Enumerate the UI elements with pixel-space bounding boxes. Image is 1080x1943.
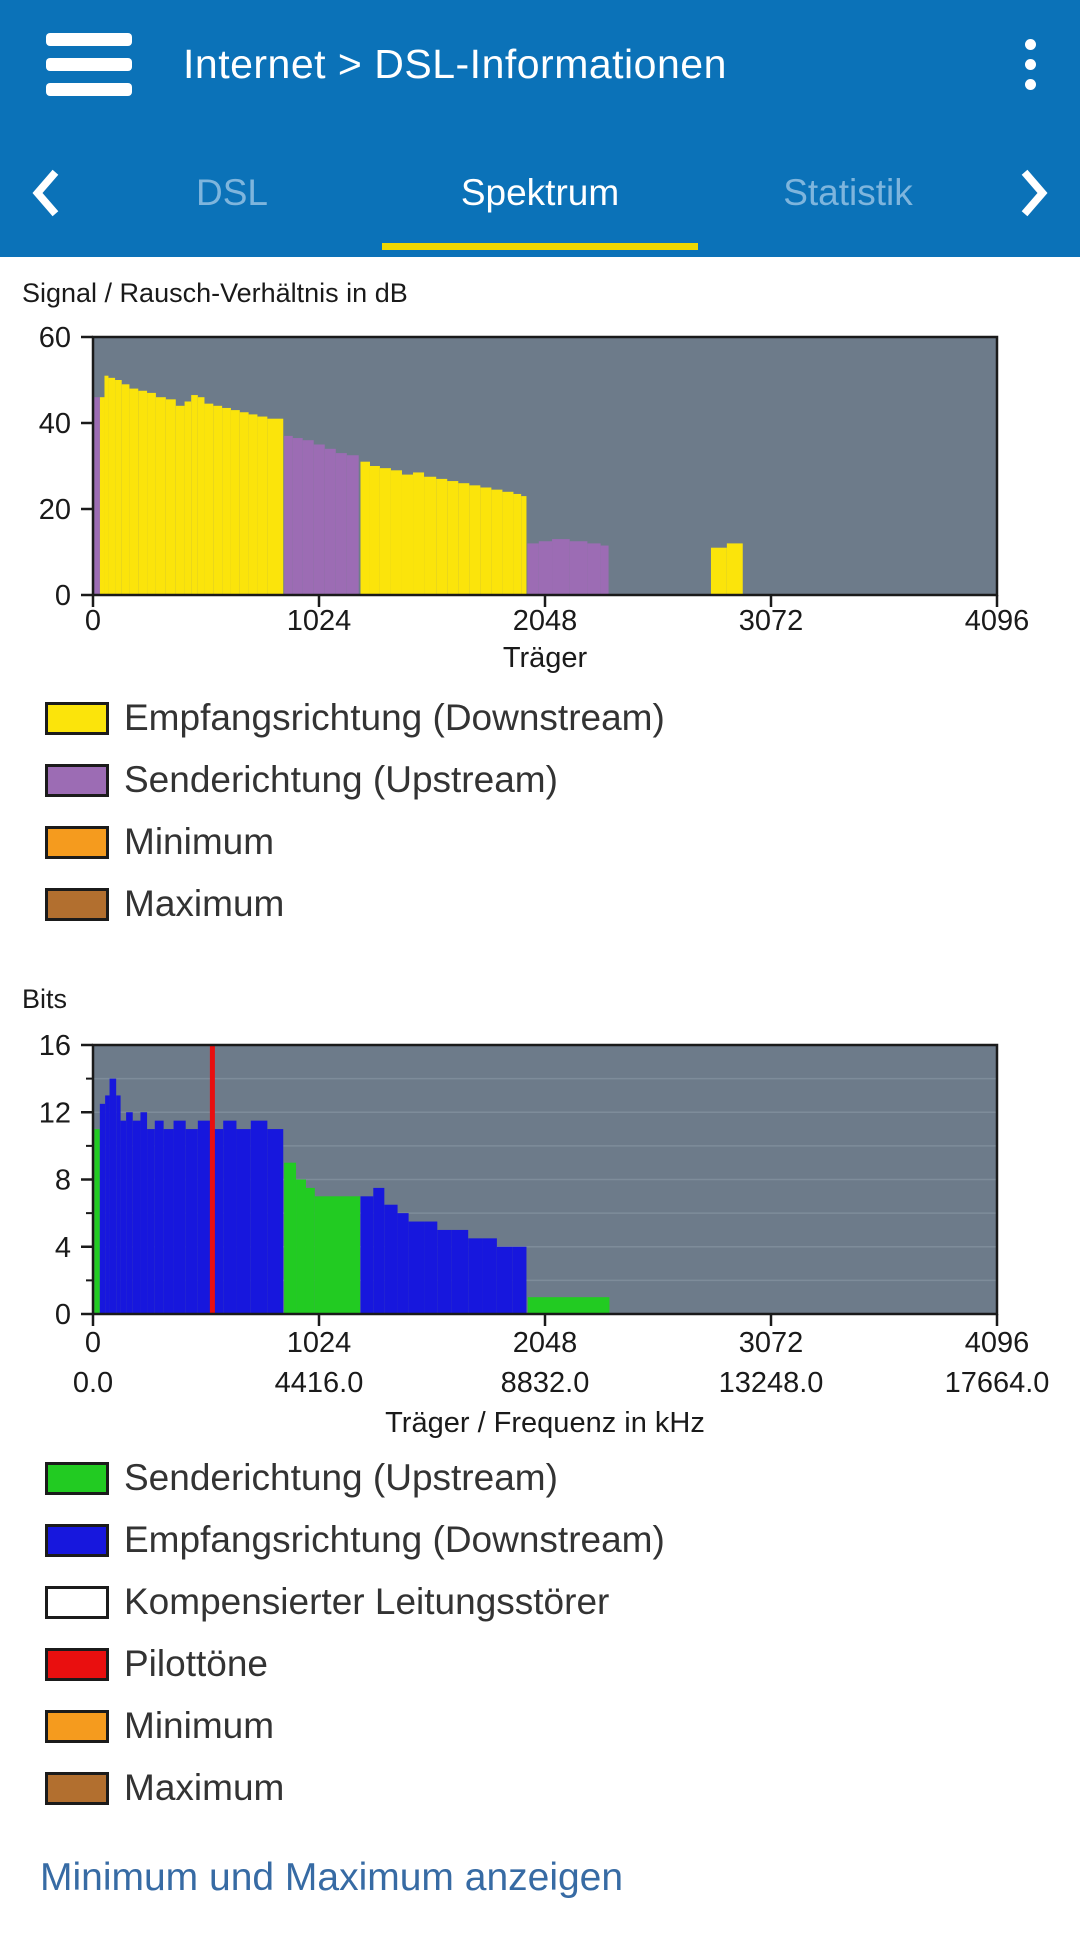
legend-swatch: [45, 1461, 109, 1495]
legend-item: Minimum: [45, 811, 1080, 873]
legend-label: Maximum: [124, 1767, 285, 1808]
x-axis: 0 1024 2048 3072 4096: [85, 595, 1029, 637]
hamburger-icon: [46, 32, 132, 96]
active-tab-underline: [382, 243, 698, 250]
svg-text:20: 20: [39, 494, 71, 526]
svg-text:13248.0: 13248.0: [719, 1367, 824, 1399]
bits-chart-title: Bits: [22, 984, 68, 1014]
y-axis: 0 20 40 60: [39, 322, 93, 612]
svg-text:8832.0: 8832.0: [501, 1367, 590, 1399]
top-bar: Internet > DSL-Informationen: [0, 0, 1080, 128]
series-Empfangsrichtung (Downstream): [99, 1078, 527, 1314]
legend-item: Senderichtung (Upstream): [45, 749, 1080, 811]
y-axis: 0 4 8 12 16: [39, 1030, 93, 1331]
legend-label: Senderichtung (Upstream): [124, 759, 558, 800]
legend-item: Maximum: [45, 873, 1080, 935]
tab-dsl[interactable]: DSL: [78, 128, 386, 257]
tab-label: Statistik: [783, 171, 913, 213]
series-Empfangsrichtung (Downstream): [99, 375, 743, 595]
tab-label: Spektrum: [460, 171, 620, 213]
x-axis: 0 0.0 1024 4416.0 2048 8832.0 3072 13248.0 4096 1…: [73, 1314, 1050, 1399]
svg-text:1024: 1024: [287, 1327, 352, 1359]
tab-bar: DSL Spektrum Statistik: [0, 128, 1080, 257]
app-header: Internet > DSL-Informationen DSL Spektru…: [0, 0, 1080, 257]
snr-chart-legend: Empfangsrichtung (Downstream) Senderichtu…: [45, 687, 1080, 935]
svg-text:0: 0: [85, 605, 101, 637]
bits-spectrum-chart: 0 4 8 12 16 0 0.0 1024 4416.0 2048 8832.0 3072 13248…: [39, 1030, 1050, 1439]
tab-spektrum[interactable]: Spektrum: [382, 128, 698, 257]
legend-label: Minimum: [124, 821, 275, 862]
kebab-menu-icon: [1025, 38, 1036, 90]
svg-text:1024: 1024: [287, 605, 352, 637]
svg-text:0: 0: [85, 1327, 101, 1359]
series-Senderichtung (Upstream): [94, 1129, 610, 1314]
svg-text:16: 16: [39, 1030, 71, 1062]
page-title: Internet > DSL-Informationen: [183, 40, 727, 87]
x-axis-label: Träger / Frequenz in kHz: [385, 1407, 705, 1439]
legend-label: Senderichtung (Upstream): [124, 1457, 558, 1498]
tab-statistik[interactable]: Statistik: [694, 128, 1002, 257]
svg-text:0: 0: [55, 580, 71, 612]
svg-text:17664.0: 17664.0: [945, 1367, 1050, 1399]
legend-item: Pilottöne: [45, 1633, 1080, 1695]
snr-chart-title: Signal / Rausch-Verhältnis in dB: [22, 278, 408, 308]
legend-swatch: [45, 825, 109, 859]
chevron-right-icon: [1021, 169, 1048, 216]
chevron-left-icon: [32, 169, 59, 216]
svg-text:4416.0: 4416.0: [275, 1367, 364, 1399]
legend-swatch: [45, 1647, 109, 1681]
legend-swatch: [45, 1523, 109, 1557]
svg-text:3072: 3072: [739, 1327, 804, 1359]
legend-swatch: [45, 1771, 109, 1805]
menu-button[interactable]: [46, 32, 132, 96]
svg-text:0: 0: [55, 1299, 71, 1331]
svg-text:2048: 2048: [513, 1327, 578, 1359]
svg-text:4: 4: [55, 1232, 71, 1264]
legend-swatch: [45, 1709, 109, 1743]
legend-label: Empfangsrichtung (Downstream): [124, 1519, 665, 1560]
series-Senderichtung (Upstream): [94, 397, 609, 595]
svg-text:0.0: 0.0: [73, 1367, 113, 1399]
legend-label: Empfangsrichtung (Downstream): [124, 697, 665, 738]
legend-item: Minimum: [45, 1695, 1080, 1757]
snr-spectrum-chart: 0 20 40 60 0 1024 2048 3072 4096 Träger: [39, 322, 1030, 674]
show-minmax-link[interactable]: Minimum und Maximum anzeigen: [40, 1856, 624, 1899]
x-axis-label: Träger: [503, 642, 588, 674]
svg-text:8: 8: [55, 1165, 71, 1197]
tabs-prev-button[interactable]: [14, 128, 78, 257]
svg-text:4096: 4096: [965, 1327, 1030, 1359]
legend-swatch: [45, 701, 109, 735]
legend-swatch: [45, 887, 109, 921]
legend-label: Minimum: [124, 1705, 275, 1746]
svg-text:40: 40: [39, 408, 71, 440]
legend-swatch: [45, 763, 109, 797]
legend-label: Maximum: [124, 883, 285, 924]
spectrum-content: Signal / Rausch-Verhältnis in dB 0 20 40 60…: [0, 277, 1080, 1940]
svg-text:2048: 2048: [513, 605, 578, 637]
svg-text:3072: 3072: [739, 605, 804, 637]
tabs-next-button[interactable]: [1002, 128, 1066, 257]
svg-text:4096: 4096: [965, 605, 1030, 637]
svg-text:60: 60: [39, 322, 71, 354]
legend-item: Empfangsrichtung (Downstream): [45, 1509, 1080, 1571]
bits-chart-legend: Senderichtung (Upstream) Empfangsrichtung…: [45, 1447, 1080, 1819]
legend-item: Empfangsrichtung (Downstream): [45, 687, 1080, 749]
legend-label: Kompensierter Leitungsstörer: [124, 1581, 610, 1622]
legend-item: Senderichtung (Upstream): [45, 1447, 1080, 1509]
svg-text:12: 12: [39, 1097, 71, 1129]
legend-item: Kompensierter Leitungsstörer: [45, 1571, 1080, 1633]
legend-label: Pilottöne: [124, 1643, 268, 1684]
overflow-menu-button[interactable]: [1025, 38, 1036, 90]
legend-item: Maximum: [45, 1757, 1080, 1819]
tab-label: DSL: [196, 171, 268, 213]
legend-swatch: [45, 1585, 109, 1619]
